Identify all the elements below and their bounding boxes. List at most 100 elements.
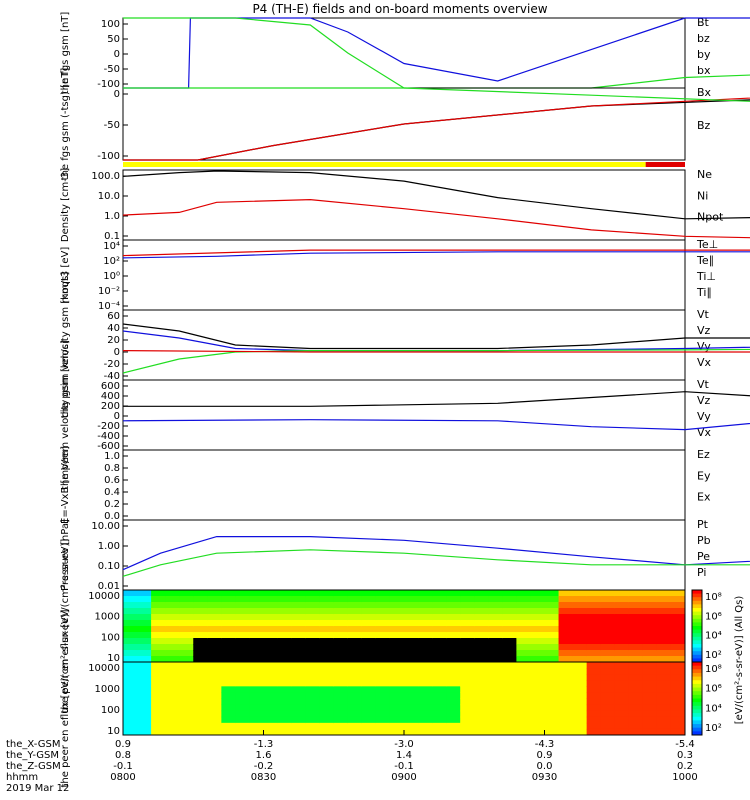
colorbar-cell xyxy=(692,662,702,667)
spectrogram-cell xyxy=(586,632,602,639)
y-tick-label: 200 xyxy=(101,401,120,412)
spectrogram-cell xyxy=(558,716,574,724)
spectrogram-cell xyxy=(249,662,264,669)
spectrogram-cell xyxy=(600,614,616,621)
spectrogram-cell xyxy=(123,644,138,651)
spectrogram-cell xyxy=(235,662,250,669)
spectrogram-cell xyxy=(207,722,222,730)
spectrogram-cell xyxy=(656,710,672,718)
y-tick-label: -100 xyxy=(97,79,120,90)
series-vy xyxy=(122,348,750,374)
spectrogram-cell xyxy=(614,668,630,675)
spectrogram-cell xyxy=(151,674,166,681)
spectrogram-cell xyxy=(263,674,279,681)
spectrogram-cell xyxy=(361,638,377,645)
spectrogram-cell xyxy=(291,668,307,675)
spectrogram-cell xyxy=(193,638,208,645)
y-tick-label: -100 xyxy=(97,151,120,162)
spectrogram-cell xyxy=(418,614,433,621)
spectrogram-cell xyxy=(670,620,686,627)
spectrogram-cell xyxy=(207,698,222,706)
colorbar-cell xyxy=(692,709,702,714)
spectrogram-cell xyxy=(277,620,293,627)
spectrogram-cell xyxy=(221,608,236,615)
spectrogram-cell xyxy=(305,668,321,675)
colorbar-tick-label: 10⁸ xyxy=(705,592,722,603)
spectrogram-cell xyxy=(474,626,489,633)
spectrogram-cell xyxy=(305,704,321,712)
spectrogram-cell xyxy=(586,620,602,627)
spectrogram-cell xyxy=(333,620,349,627)
spectrogram-cell xyxy=(333,638,349,645)
y-tick-label: 40 xyxy=(107,323,120,334)
spectrogram-cell xyxy=(249,638,264,645)
spectrogram-cell xyxy=(474,668,489,675)
x-tick-label: 0930 xyxy=(532,772,557,783)
spectrogram-cell xyxy=(432,698,447,706)
legend-ex: Ex xyxy=(697,491,711,504)
spectrogram-cell xyxy=(137,644,152,651)
spectrogram-cell xyxy=(656,662,672,669)
spectrogram-cell xyxy=(193,656,208,663)
spectrogram-cell xyxy=(516,710,531,718)
spectrogram-cell xyxy=(544,596,560,603)
spectrogram-cell xyxy=(277,596,293,603)
spectrogram-cell xyxy=(375,710,391,718)
spectrogram-cell xyxy=(123,722,138,730)
spectrogram-cell xyxy=(656,668,672,675)
x-tick-label: 0.8 xyxy=(115,750,131,761)
spectrogram-cell xyxy=(277,650,293,657)
x-row-label: the_Y-GSM xyxy=(6,750,59,761)
colorbar-cell xyxy=(692,683,702,689)
spectrogram-cell xyxy=(404,710,419,718)
spectrogram-cell xyxy=(600,728,616,736)
legend-vt: Vt xyxy=(697,378,710,391)
spectrogram-cell xyxy=(165,650,180,657)
colorbar-cell xyxy=(692,647,702,652)
colorbar-cell xyxy=(692,680,702,685)
spectrogram-cell xyxy=(263,632,279,639)
x-tick-label: 0.2 xyxy=(677,761,693,772)
spectrogram-cell xyxy=(207,674,222,681)
spectrogram-cell xyxy=(628,650,644,657)
spectrogram-cell xyxy=(572,716,588,724)
legend-ne: Ne xyxy=(697,168,712,181)
spectrogram-cell xyxy=(361,698,377,706)
spectrogram-cell xyxy=(488,698,503,706)
colorbar-tick-label: 10² xyxy=(705,723,722,734)
spectrogram-cell xyxy=(446,602,461,609)
spectrogram-cell xyxy=(642,656,658,663)
y-axis-label: Pressure [nPa] xyxy=(60,519,71,591)
spectrogram-cell xyxy=(670,716,686,724)
spectrogram-cell xyxy=(263,596,279,603)
spectrogram-cell xyxy=(418,674,433,681)
spectrogram-cell xyxy=(446,668,461,675)
legend-pe: Pe xyxy=(697,550,710,563)
spectrogram-cell xyxy=(600,650,616,657)
spectrogram-cell xyxy=(586,668,602,675)
spectrogram-cell xyxy=(628,716,644,724)
spectrogram-cell xyxy=(389,638,405,645)
colorbar-cell xyxy=(692,698,702,703)
spectrogram-cell xyxy=(544,650,560,657)
spectrogram-cell xyxy=(277,644,293,651)
series-by xyxy=(123,17,750,89)
y-tick-label: 20 xyxy=(107,335,120,346)
spectrogram-cell xyxy=(558,698,574,706)
spectrogram-cell xyxy=(347,728,363,736)
spectrogram-cell xyxy=(137,704,152,712)
spectrogram-cell xyxy=(305,722,321,730)
spectrogram-cell xyxy=(137,590,152,597)
spectrogram-cell xyxy=(656,674,672,681)
spectrogram-cell xyxy=(137,710,152,718)
spectrogram-cell xyxy=(151,644,166,651)
spectrogram-cell xyxy=(474,590,489,597)
spectrogram-cell xyxy=(179,644,194,651)
spectrogram-cell xyxy=(277,716,293,724)
spectrogram-cell xyxy=(123,668,138,675)
colorbar-tick-label: 10⁴ xyxy=(705,703,722,714)
spectrogram-cell xyxy=(656,680,672,687)
spectrogram-cell xyxy=(446,728,461,736)
spectrogram-cell xyxy=(628,608,644,615)
spectrogram-cell xyxy=(221,686,236,693)
